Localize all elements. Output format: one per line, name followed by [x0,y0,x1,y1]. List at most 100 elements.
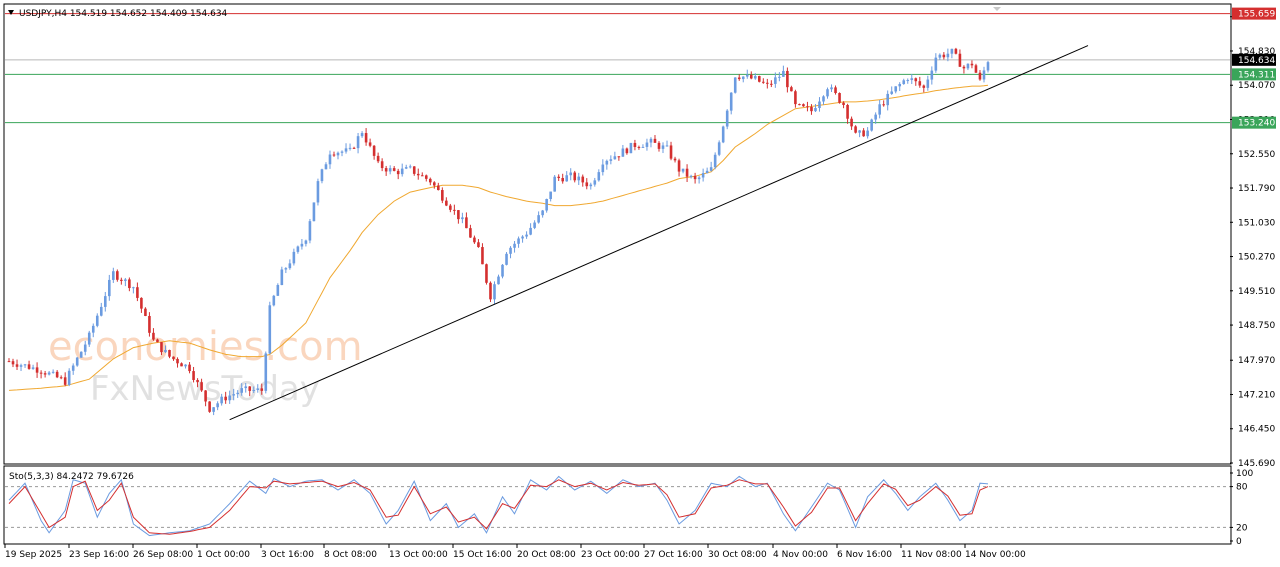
candle [661,142,665,154]
price-tag-label: 154.311 [1238,70,1275,80]
candle [553,174,556,192]
candle [348,143,352,151]
horizontal-levels [5,13,1230,124]
candle [485,263,488,285]
candle [986,60,990,73]
ma-line [8,84,989,391]
candle [621,144,625,157]
candle [364,128,368,146]
price-tick-label: 151.790 [1238,184,1275,194]
stoch-tick-label: 0 [1236,537,1242,547]
candle [673,156,677,163]
candle [469,224,472,238]
candle [874,112,877,124]
candle [882,100,885,107]
candle [380,158,384,172]
candle [453,204,456,215]
triangle-down-icon[interactable] [8,10,14,15]
candle [83,340,87,356]
candle [79,351,83,358]
candle [982,66,986,83]
candle [645,138,649,151]
chart-shift-marker-icon[interactable] [993,7,1001,11]
candle [926,75,930,91]
candle [108,274,111,301]
candle [898,82,902,91]
candle [497,274,500,285]
price-tick-label: 147.210 [1238,390,1275,400]
candle [489,281,492,303]
candle [461,212,464,224]
candle [782,65,785,77]
candle [232,388,235,401]
time-tick-label: 27 Oct 16:00 [644,550,703,560]
candle [424,174,428,182]
candle [91,323,95,338]
candle [505,252,508,266]
candle [810,104,813,115]
candle [709,161,713,172]
trendline[interactable] [229,45,1089,421]
candle [256,384,260,393]
candle [39,370,43,379]
candle [284,267,288,274]
candle [172,356,175,361]
candle [236,390,240,398]
candle [388,165,392,175]
price-tag-label: 154.634 [1238,56,1275,66]
candle [87,330,91,347]
candle [757,75,761,83]
stoch-tick-label: 20 [1236,523,1248,533]
stochastic-axis: 100 80 20 0 [1230,469,1253,547]
candle [11,358,15,368]
candle [834,85,837,95]
candle [188,362,191,374]
candle [946,48,950,62]
candle [922,84,926,93]
time-tick-label: 6 Nov 16:00 [837,550,892,560]
stoch-signal-line [8,479,989,535]
candle [412,166,416,176]
time-tick-label: 23 Sep 16:00 [69,550,129,560]
candle [51,369,55,374]
candle [826,87,829,99]
candle [132,286,135,294]
time-tick-label: 4 Nov 00:00 [773,550,828,560]
candle [786,67,789,93]
candle [950,48,954,59]
candle [408,164,412,169]
candle [806,101,809,112]
candle [7,358,11,363]
candle [216,401,219,411]
candle [842,101,845,109]
price-tick-label: 147.970 [1238,356,1275,366]
candle [966,63,970,71]
time-tick-label: 15 Oct 16:00 [453,550,512,560]
candle [762,78,765,84]
candle [75,356,79,367]
candle [204,390,207,407]
candle [906,78,910,84]
trendline-line[interactable] [229,45,1089,421]
stoch-main-line [8,475,989,537]
candle [376,152,380,164]
time-tick-label: 11 Nov 08:00 [901,550,962,560]
candle [858,129,861,138]
candle [637,145,641,150]
candle [128,277,131,292]
candle [124,277,127,287]
candle [308,218,312,244]
candle [766,78,769,89]
candle [220,393,223,406]
candle [457,210,460,224]
candle [854,125,857,134]
candle [268,301,272,355]
candle [340,150,344,157]
candle [774,72,777,88]
candle [481,243,484,265]
candle [336,151,340,160]
candle [276,283,280,296]
time-tick-label: 1 Oct 00:00 [197,550,250,560]
candle [717,140,721,157]
